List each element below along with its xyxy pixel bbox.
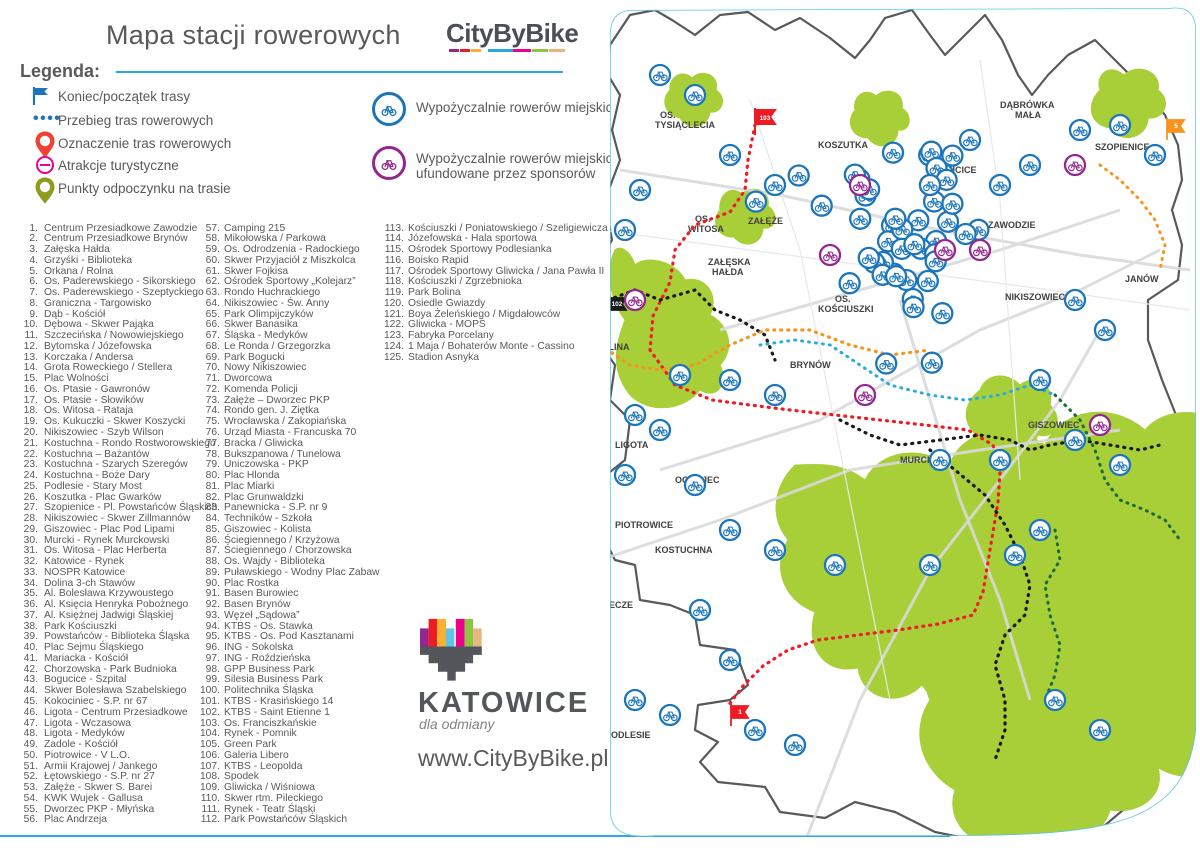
svg-text:KOSZUTKA: KOSZUTKA	[818, 140, 868, 150]
svg-text:DĄBRÓWKA: DĄBRÓWKA	[1000, 99, 1055, 110]
svg-text:LIGOTA: LIGOTA	[615, 440, 649, 450]
svg-text:102: 102	[612, 301, 623, 308]
svg-text:JANÓW: JANÓW	[1125, 273, 1159, 284]
svg-text:PODLESIE: PODLESIE	[605, 730, 651, 740]
svg-text:TYSIĄCLECIA: TYSIĄCLECIA	[655, 120, 716, 130]
svg-text:ZAWODZIE: ZAWODZIE	[988, 220, 1036, 230]
svg-text:KOŚCIUSZKI: KOŚCIUSZKI	[818, 303, 874, 314]
svg-text:SZOPIENICE: SZOPIENICE	[1095, 142, 1150, 152]
svg-text:OS.: OS.	[660, 110, 676, 120]
svg-text:ZARZECZE: ZARZECZE	[600, 600, 633, 610]
svg-text:MAŁA: MAŁA	[1015, 110, 1041, 120]
svg-text:KOSTUCHNA: KOSTUCHNA	[655, 545, 713, 555]
svg-text:ZAŁĘŻE: ZAŁĘŻE	[748, 216, 783, 226]
svg-text:1: 1	[738, 709, 742, 716]
svg-text:PIOTROWICE: PIOTROWICE	[615, 520, 673, 530]
svg-text:BRYNÓW: BRYNÓW	[790, 359, 831, 370]
svg-text:GISZOWIEC: GISZOWIEC	[1028, 420, 1080, 430]
svg-text:103: 103	[760, 115, 771, 122]
svg-text:DOLINA: DOLINA	[600, 342, 630, 352]
svg-text:HAŁDA: HAŁDA	[712, 267, 744, 277]
svg-text:ZAŁĘSKA: ZAŁĘSKA	[708, 257, 751, 267]
svg-text:OS.: OS.	[835, 294, 851, 304]
svg-text:5: 5	[1174, 123, 1178, 130]
svg-text:NIKISZOWIEC: NIKISZOWIEC	[1005, 292, 1065, 302]
